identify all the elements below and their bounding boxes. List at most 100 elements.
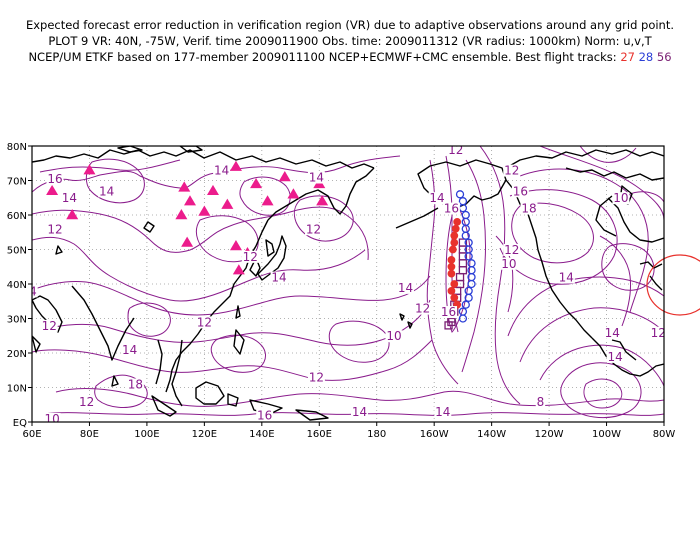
contour-label: 12 — [42, 319, 57, 333]
contour-label: 14 — [429, 191, 444, 205]
track-27-point — [450, 293, 459, 302]
track-28-point — [467, 259, 476, 268]
lon-label: 100W — [592, 429, 621, 440]
lon-label: 60E — [22, 429, 41, 440]
contour-label-bg — [46, 223, 64, 236]
contour-label-bg — [40, 319, 58, 332]
contour-label: 14 — [352, 405, 367, 419]
observation-triangle — [316, 195, 329, 206]
contour-label-bg — [121, 344, 139, 356]
lon-label: 120E — [192, 429, 217, 440]
contour-label: 14 — [214, 164, 229, 178]
contour-label: 12 — [448, 143, 463, 157]
contour-label: 12 — [243, 250, 258, 264]
verification-region-circle — [646, 254, 700, 316]
observation-triangle — [221, 198, 234, 209]
track-56-point — [455, 272, 465, 282]
contour-label: 14 — [605, 326, 620, 340]
track-56-label: 56 — [656, 50, 672, 64]
contour-label-bg — [535, 395, 546, 408]
contour-label-bg — [350, 406, 368, 419]
lat-label: 80N — [7, 142, 27, 153]
contour-label-bg — [126, 378, 144, 391]
contour-label-bg — [78, 395, 96, 408]
latitude-axis: 80N 70N 60N 50N 40N 30N 20N 10N EQ — [7, 142, 32, 429]
lon-label: 160E — [307, 429, 332, 440]
observation-triangle — [229, 240, 242, 251]
observation-triangle — [261, 195, 274, 206]
track-27-point — [448, 245, 457, 254]
contour-label: 10 — [501, 257, 516, 271]
track-27-point — [450, 231, 459, 240]
contour-label-bg — [434, 406, 452, 419]
contour-label-bg — [305, 223, 323, 236]
track-28-point — [461, 231, 470, 240]
lon-label: 120W — [535, 429, 564, 440]
contour-label-bg — [447, 146, 465, 156]
contour-label-bg — [195, 316, 213, 329]
track-27-point — [447, 262, 456, 271]
contour-label-bg — [307, 371, 325, 384]
contour-label-bg — [256, 409, 274, 422]
contour-label-bg — [612, 192, 630, 205]
contour-label-bg — [414, 302, 432, 315]
contour-label: 12 — [197, 315, 212, 329]
contour-label-bg — [213, 164, 231, 177]
observation-triangle — [206, 184, 219, 196]
contour-label: 10 — [44, 412, 59, 426]
observation-triangle — [229, 160, 242, 171]
contour-label: 12 — [306, 222, 321, 236]
track-28-point — [458, 314, 468, 323]
observation-triangle — [278, 171, 291, 182]
track-28-point — [455, 190, 465, 199]
observation-triangle — [83, 164, 96, 175]
lon-label: 100E — [134, 429, 159, 440]
track-27-point — [447, 287, 456, 295]
observation-triangle — [184, 195, 196, 206]
contour-label-bg — [396, 281, 414, 294]
contour-label-bg — [428, 192, 446, 205]
observation-triangle — [232, 264, 245, 275]
longitude-axis: 60E 80E 100E 120E 140E 160E 180 160W 140W 120W 100… — [22, 422, 675, 440]
contour-label: 12 — [651, 326, 666, 340]
contour-label-bg — [98, 185, 116, 198]
contour-label-bg — [500, 257, 518, 270]
lon-label: 80W — [653, 429, 676, 440]
title-line-3: NCEP/UM ETKF based on 177-member 2009011… — [0, 49, 700, 65]
contour-label-bg — [385, 330, 403, 343]
contour-label: 12 — [504, 243, 519, 257]
contour-label: 12 — [415, 302, 430, 316]
contour-label-bg — [503, 164, 521, 177]
contour-label: 14 — [62, 191, 77, 205]
contour-label-bg — [241, 250, 259, 263]
contour-label-bg — [32, 285, 38, 298]
lat-label: 20N — [7, 349, 27, 360]
contour-label: 16 — [47, 172, 62, 186]
contour-label-bg — [503, 243, 521, 256]
contour-label: 14 — [99, 184, 114, 198]
contour-label-bg — [520, 202, 538, 215]
contour-label: 14 — [608, 350, 623, 364]
contour-label: 8 — [537, 395, 545, 409]
contour-label: 12 — [504, 164, 519, 178]
title-line-1: Expected forecast error reduction in ver… — [25, 18, 675, 32]
lat-label: EQ — [13, 418, 27, 429]
observation-triangle — [46, 184, 59, 196]
lat-lon-grid — [32, 146, 664, 422]
contour-label: 18 — [128, 378, 143, 392]
contour-label: 14 — [435, 405, 450, 419]
observation-triangle — [178, 181, 191, 192]
lat-label: 60N — [7, 211, 27, 222]
contour-label-bg — [557, 271, 575, 284]
track-28-point — [464, 293, 473, 302]
track-56-point — [447, 317, 456, 327]
contour-label: 14 — [271, 271, 286, 285]
contour-label: 14 — [309, 171, 324, 185]
observation-triangle — [250, 177, 263, 189]
contour-label: 16 — [257, 409, 272, 423]
observation-triangle — [181, 236, 194, 247]
track-56-point — [458, 259, 468, 268]
track-28-point — [464, 252, 473, 261]
